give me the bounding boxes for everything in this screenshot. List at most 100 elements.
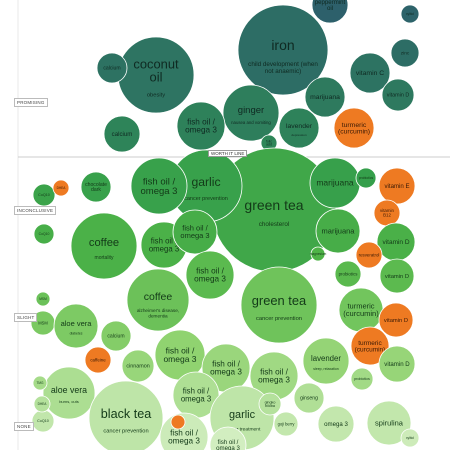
bubble-coffee[interactable]: coffee mortality [70, 212, 138, 280]
bubble-cinnamon[interactable]: cinnamon [121, 349, 155, 383]
bubble-circle[interactable] [237, 4, 329, 96]
bubble-marijuana[interactable]: marijuana [304, 76, 346, 118]
bubble-circle[interactable] [366, 400, 412, 446]
bubble-circle[interactable] [378, 345, 416, 383]
bubble-circle[interactable] [379, 258, 415, 294]
bubble-vitamin-d[interactable]: vitamin D [376, 222, 416, 262]
bubble-circle[interactable] [185, 250, 235, 300]
bubble-coq10[interactable]: CoQ10 [33, 223, 55, 245]
bubble-xylitol[interactable]: xylitol [400, 428, 420, 448]
bubble-circle[interactable] [100, 320, 132, 352]
bubble-circle[interactable] [80, 171, 112, 203]
bubble-tmg[interactable]: TMG [32, 375, 48, 391]
bubble-turmeric-curcumin-[interactable]: turmeric(curcumin) [333, 107, 375, 149]
bubble-circle[interactable] [240, 266, 318, 344]
bubble-black-tea[interactable]: black tea cancer prevention [88, 380, 164, 450]
bubble-xylitol[interactable]: xylitol [400, 4, 420, 24]
bubble-fish-oil-omega-3[interactable]: fish oil /omega 3 [209, 426, 247, 450]
bubble-ginger[interactable]: ginger nausea and vomiting [222, 84, 280, 142]
bubble-calcium[interactable]: calcium [100, 320, 132, 352]
bubble-circle[interactable] [172, 209, 218, 255]
bubble-msm[interactable]: MSM [35, 291, 51, 307]
bubble-calcium[interactable]: calcium [103, 115, 141, 153]
bubble-turmeric-curcumin-[interactable]: turmeric(curcumin) [338, 287, 384, 333]
bubble-circle[interactable] [317, 405, 355, 443]
bubble-vitamin-d[interactable]: vitamin D [378, 345, 416, 383]
bubble-circle[interactable] [33, 395, 51, 413]
bubble-coq10[interactable]: CoQ10 [31, 409, 55, 433]
bubble-lavender[interactable]: lavender sleep, relaxation [302, 337, 350, 385]
bubble-spirulina[interactable]: spirulina [366, 400, 412, 446]
bubble-fish-oil-omega-3[interactable]: fish oil /omega 3 [172, 209, 218, 255]
bubble-ginseng[interactable]: ginseng [293, 382, 325, 414]
bubble-caffeine[interactable]: caffeine [84, 346, 112, 374]
bubble-zinc[interactable]: zinc [390, 38, 420, 68]
bubble-dhea[interactable]: DHEA [33, 395, 51, 413]
bubble-dhea[interactable]: DHEA [52, 179, 70, 197]
bubble-circle[interactable] [310, 246, 326, 262]
bubble-omega-3[interactable]: omega 3 [317, 405, 355, 443]
bubble-probiotics[interactable]: probiotics [350, 367, 374, 391]
bubble-circle[interactable] [355, 241, 383, 269]
bubble-circle[interactable] [378, 302, 414, 338]
bubble-circle[interactable] [130, 157, 188, 215]
bubble-circle[interactable] [304, 76, 346, 118]
bubble-vitamin-d[interactable]: vitamin D [381, 78, 415, 112]
bubble-circle[interactable] [315, 208, 361, 254]
bubble-aloe-vera[interactable]: aloe vera diabetes [53, 303, 99, 349]
bubble-circle[interactable] [400, 428, 420, 448]
bubble-turmeric-curcumin-[interactable]: turmeric(curcumin) [350, 326, 390, 366]
bubble-circle[interactable] [209, 426, 247, 450]
bubble-fish-oil-omega-3[interactable]: fish oil /omega 3 [249, 351, 299, 401]
bubble-fish-oil-omega-3[interactable]: fish oil /omega 3 [176, 101, 226, 151]
bubble-circle[interactable] [293, 382, 325, 414]
bubble-circle[interactable] [381, 78, 415, 112]
bubble-aloe-vera[interactable]: aloe vera burns, cuts [42, 366, 96, 420]
bubble-circle[interactable] [53, 303, 99, 349]
bubble-fish-oil-omega-3[interactable]: fish oil /omega 3 [201, 343, 251, 393]
bubble-goji-berry[interactable]: goji berry [273, 411, 299, 437]
bubble-unnamed[interactable] [170, 414, 186, 430]
bubble-circle[interactable] [273, 411, 299, 437]
bubble-vitamin-c[interactable]: vitamin C [349, 52, 391, 94]
bubble-circle[interactable] [33, 223, 55, 245]
bubble-circle[interactable] [349, 52, 391, 94]
bubble-circle[interactable] [350, 367, 374, 391]
bubble-circle[interactable] [302, 337, 350, 385]
bubble-circle[interactable] [35, 291, 51, 307]
bubble-circle[interactable] [170, 414, 186, 430]
bubble-circle[interactable] [390, 38, 420, 68]
bubble-circle[interactable] [52, 179, 70, 197]
bubble-circle[interactable] [311, 0, 349, 24]
bubble-magnesium[interactable]: magnesium [310, 246, 327, 262]
bubble-circle[interactable] [84, 346, 112, 374]
bubble-green-tea[interactable]: green tea cholesterol [211, 147, 337, 273]
bubble-coffee[interactable]: coffee alzheimer's disease,dementia [126, 268, 190, 332]
bubble-circle[interactable] [103, 115, 141, 153]
bubble-circle[interactable] [32, 375, 48, 391]
bubble-vitamin-e[interactable]: vitamin E [378, 167, 416, 205]
bubble-circle[interactable] [334, 260, 362, 288]
bubble-marijuana[interactable]: marijuana [315, 208, 361, 254]
bubble-circle[interactable] [258, 392, 282, 416]
bubble-circle[interactable] [333, 107, 375, 149]
bubble-circle[interactable] [96, 52, 128, 84]
bubble-circle[interactable] [88, 380, 164, 450]
bubble-circle[interactable] [350, 326, 390, 366]
bubble-coq10[interactable]: CoQ10 [32, 183, 56, 207]
bubble-circle[interactable] [400, 4, 420, 24]
bubble-fish-oil-omega-3[interactable]: fish oil /omega 3 [172, 371, 220, 419]
bubble-circle[interactable] [378, 167, 416, 205]
bubble-green-tea[interactable]: green tea cancer prevention [240, 266, 318, 344]
bubble-probiotics[interactable]: probiotics [355, 167, 377, 189]
bubble-fish-oil-omega-3[interactable]: fish oil /omega 3 [185, 250, 235, 300]
bubble-calcium[interactable]: calcium [96, 52, 128, 84]
bubble-lavender[interactable]: lavender depression [278, 107, 320, 149]
bubble-circle[interactable] [222, 84, 280, 142]
bubble-circle[interactable] [278, 107, 320, 149]
